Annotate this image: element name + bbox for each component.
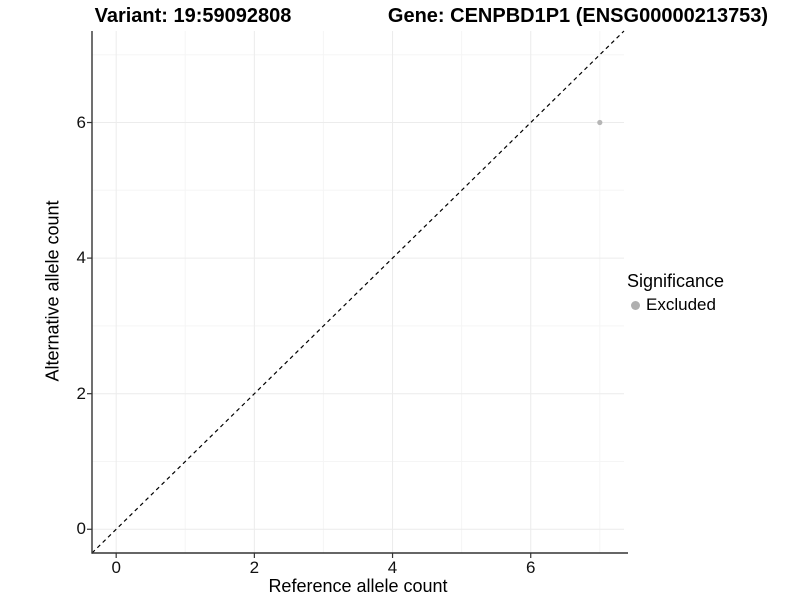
x-tick-label: 0	[111, 558, 121, 577]
legend-title: Significance	[627, 271, 725, 291]
y-axis-title: Alternative allele count	[42, 200, 63, 382]
legend-item-label: Excluded	[646, 295, 716, 314]
legend: Significance Excluded	[627, 271, 724, 315]
y-tick-label: 6	[76, 112, 86, 132]
y-tick-label: 2	[76, 383, 86, 403]
x-axis-title: Reference allele count	[268, 576, 448, 596]
y-tick-label: 4	[76, 248, 86, 268]
x-tick-label: 4	[387, 558, 398, 577]
identity-line	[91, 30, 625, 554]
x-tick-label: 6	[525, 558, 536, 577]
x-tick-label: 2	[249, 558, 260, 577]
excluded-point-icon	[631, 300, 640, 310]
gene-title: Gene: CENPBD1P1 (ENSG00000213753)	[387, 5, 769, 27]
y-tick-label: 0	[76, 519, 86, 539]
variant-title: Variant: 19:59092808	[94, 5, 292, 27]
data-point	[597, 119, 603, 126]
legend-item-excluded: Excluded	[627, 295, 724, 315]
